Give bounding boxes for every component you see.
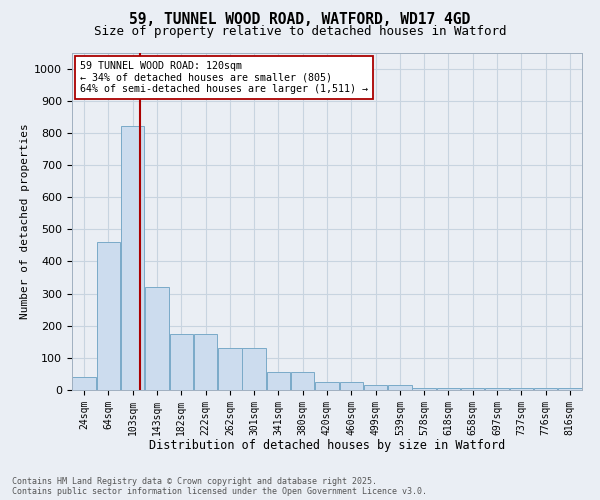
Text: Contains HM Land Registry data © Crown copyright and database right 2025.
Contai: Contains HM Land Registry data © Crown c… [12,476,427,496]
Bar [509,388,533,390]
Bar [266,372,290,390]
Bar [73,377,96,390]
Text: Size of property relative to detached houses in Watford: Size of property relative to detached ho… [94,25,506,38]
Bar [242,348,266,390]
Bar [194,334,217,390]
Bar [97,242,120,390]
Bar [412,388,436,390]
Bar [315,382,339,390]
Bar [218,348,242,390]
Bar [170,334,193,390]
Bar [340,382,363,390]
Bar [388,385,412,390]
Bar [461,388,484,390]
Bar [437,388,460,390]
Text: 59 TUNNEL WOOD ROAD: 120sqm
← 34% of detached houses are smaller (805)
64% of se: 59 TUNNEL WOOD ROAD: 120sqm ← 34% of det… [80,61,368,94]
X-axis label: Distribution of detached houses by size in Watford: Distribution of detached houses by size … [149,439,505,452]
Text: 59, TUNNEL WOOD ROAD, WATFORD, WD17 4GD: 59, TUNNEL WOOD ROAD, WATFORD, WD17 4GD [130,12,470,28]
Bar [364,385,388,390]
Bar [145,287,169,390]
Bar [534,388,557,390]
Y-axis label: Number of detached properties: Number of detached properties [20,124,30,319]
Bar [558,388,581,390]
Bar [291,372,314,390]
Bar [121,126,145,390]
Bar [485,388,509,390]
